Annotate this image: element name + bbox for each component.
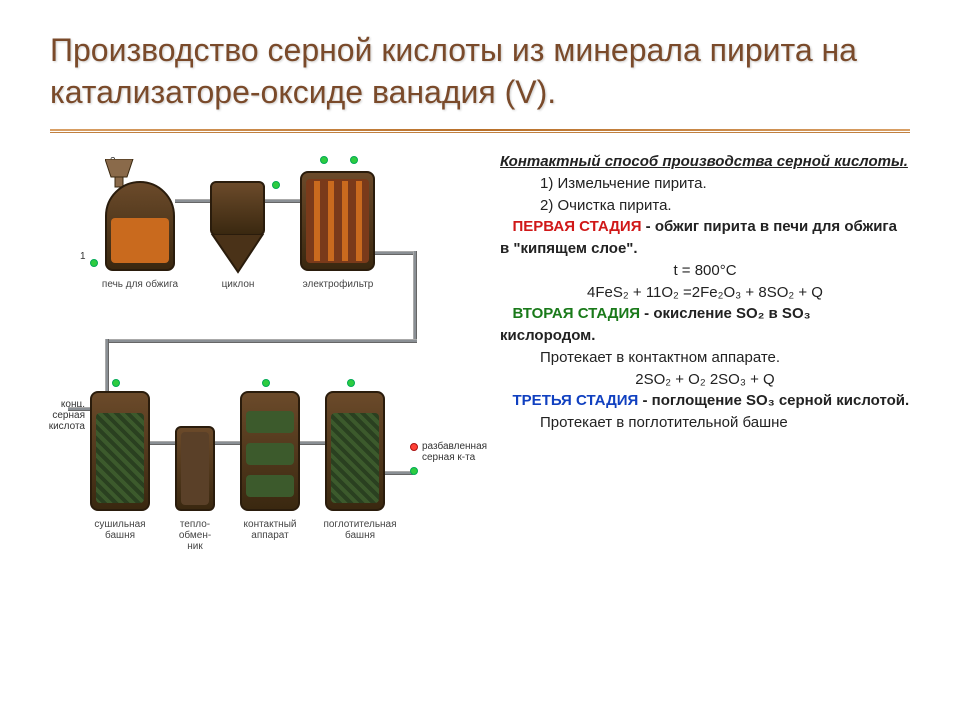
valve-icon (347, 379, 355, 387)
pipe (105, 339, 417, 343)
page-title: Производство серной кислоты из минерала … (50, 30, 910, 113)
pipe (105, 339, 109, 394)
cyclone-label: циклон (198, 279, 278, 290)
marker-1: 1 (80, 251, 86, 262)
step-1: 1) Измельчение пирита. (500, 173, 910, 195)
pipe (413, 251, 417, 341)
pipe (150, 441, 177, 445)
valve-icon (112, 379, 120, 387)
content-area: 1 2 печь для обжига циклон (50, 141, 910, 601)
dryer-label: сушильная башня (80, 519, 160, 541)
equation-1: 4FeS₂ + 11O₂ =2Fe₂O₃ + 8SO₂ + Q (500, 282, 910, 304)
equation-2: 2SO₂ + O₂ 2SO₃ + Q (500, 369, 910, 391)
divider (50, 129, 910, 131)
stage3-text: - поглощение SO₃ серной кислотой. (638, 392, 909, 409)
valve-icon (350, 156, 358, 164)
output-valve-icon (410, 443, 418, 451)
stage2-label: ВТОРАЯ СТАДИЯ (513, 305, 641, 322)
heat-exchanger (175, 426, 215, 511)
absorber-tower (325, 391, 385, 511)
pipe (300, 441, 327, 445)
stage3-note: Протекает в поглотительной башне (500, 412, 910, 434)
temperature: t = 800°C (500, 260, 910, 282)
pipe (68, 407, 92, 411)
furnace-label: печь для обжига (100, 279, 180, 290)
input-label: конц. серная кислота (30, 399, 85, 432)
valve-icon (272, 181, 280, 189)
dryer-tower (90, 391, 150, 511)
pipe (265, 199, 302, 203)
output-label: разбавленная серная к-та (422, 441, 492, 463)
valve-icon (320, 156, 328, 164)
subheading: Контактный способ производства серной ки… (500, 153, 908, 170)
absorber-label: поглотительная башня (315, 519, 405, 541)
pipe (375, 251, 415, 255)
pipe (215, 441, 242, 445)
pipe (175, 199, 212, 203)
contact-apparatus (240, 391, 300, 511)
step-2: 2) Очистка пирита. (500, 195, 910, 217)
efilter-label: электрофильтр (298, 279, 378, 290)
cyclone (210, 181, 265, 271)
heatx-label: тепло- обмен- ник (155, 519, 235, 552)
stage2-note: Протекает в контактном аппарате. (500, 347, 910, 369)
electro-filter (300, 171, 375, 271)
pipe (385, 471, 413, 475)
stage1-label: ПЕРВАЯ СТАДИЯ (513, 218, 642, 235)
valve-icon (90, 259, 98, 267)
stage3-label: ТРЕТЬЯ СТАДИЯ (513, 392, 639, 409)
process-diagram: 1 2 печь для обжига циклон (50, 141, 490, 601)
furnace (105, 181, 175, 271)
description-text: Контактный способ производства серной ки… (500, 141, 910, 601)
valve-icon (262, 379, 270, 387)
valve-icon (410, 467, 418, 475)
contact-label: контактный аппарат (230, 519, 310, 541)
